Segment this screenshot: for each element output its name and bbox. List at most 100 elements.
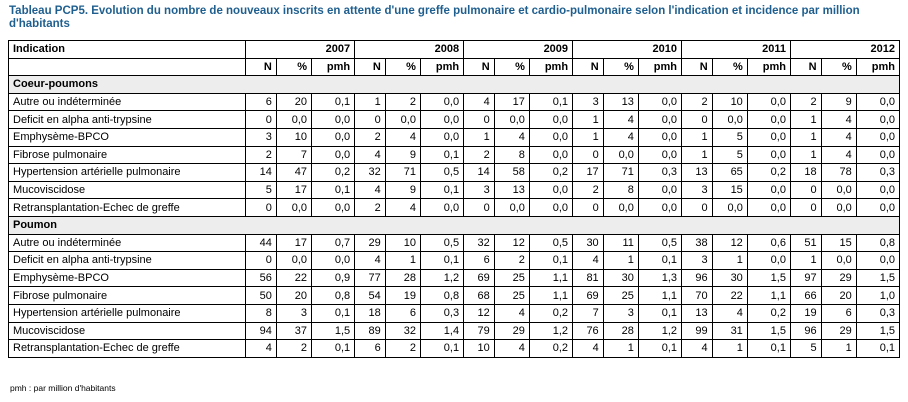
value-cell: 1,0 — [855, 286, 901, 305]
value-cell: 25 — [493, 268, 530, 288]
value-cell: 0,0 — [493, 110, 530, 129]
value-cell: 4 — [493, 127, 530, 147]
value-cell: 1,5 — [855, 321, 901, 341]
value-cell: 0 — [245, 198, 277, 217]
value-cell: 0,0 — [855, 251, 901, 270]
indication-label: Mucoviscidose — [7, 180, 247, 200]
value-cell: 0,0 — [746, 127, 791, 147]
table-title: Tableau PCP5. Evolution du nombre de nou… — [9, 5, 860, 30]
value-cell: 8 — [245, 303, 277, 323]
value-cell: 65 — [711, 163, 748, 182]
value-cell: 4 — [245, 339, 277, 358]
empty-header-cell — [7, 57, 247, 77]
value-cell: 30 — [711, 268, 748, 288]
value-cell: 0,0 — [275, 251, 313, 270]
value-cell: 0,0 — [419, 110, 465, 129]
value-cell: 70 — [681, 286, 713, 305]
value-cell: 1,2 — [637, 321, 683, 341]
value-cell: 4 — [354, 180, 386, 200]
year-header: 2008 — [354, 40, 465, 59]
value-cell: 29 — [354, 233, 386, 253]
indication-label: Fibrose pulmonaire — [7, 145, 247, 165]
value-cell: 4 — [384, 127, 421, 147]
value-cell: 0,8 — [855, 233, 901, 253]
value-cell: 0,0 — [310, 251, 356, 270]
table-row: Emphysème-BPCO 56 22 0,9 77 28 1,2 69 25 1,1 81 30 1… — [7, 268, 901, 288]
value-cell: 0,0 — [855, 180, 901, 200]
value-cell: 13 — [681, 303, 713, 323]
value-cell: 78 — [820, 163, 857, 182]
table-row: Fibrose pulmonaire 2 7 0,0 4 9 0,1 2 8 0,0 0 0,0 0,0… — [7, 145, 901, 165]
value-cell: 1,2 — [419, 268, 465, 288]
table-row: Deficit en alpha anti-trypsine 0 0,0 0,0 4 1 0… — [7, 251, 901, 270]
value-cell: 0,1 — [855, 339, 901, 358]
table-row: Deficit en alpha anti-trypsine 0 0,0 0,0 0 0,… — [7, 110, 901, 129]
value-cell: 9 — [820, 92, 857, 112]
value-cell: 0,0 — [746, 92, 791, 112]
subcolumn-header: pmh — [746, 57, 791, 77]
value-cell: 0,0 — [528, 180, 574, 200]
value-cell: 0,0 — [855, 110, 901, 129]
value-cell: 0,1 — [419, 180, 465, 200]
value-cell: 0,0 — [419, 92, 465, 112]
value-cell: 0,0 — [637, 180, 683, 200]
value-cell: 8 — [493, 145, 530, 165]
value-cell: 5 — [245, 180, 277, 200]
value-cell: 0,0 — [637, 92, 683, 112]
value-cell: 17 — [493, 92, 530, 112]
value-cell: 4 — [572, 251, 604, 270]
value-cell: 25 — [493, 286, 530, 305]
value-cell: 69 — [572, 286, 604, 305]
subcolumn-header: pmh — [637, 57, 683, 77]
table-row: Emphysème-BPCO 3 10 0,0 2 4 0,0 1 4 0,0 1 4 0,0 1 5 0,0… — [7, 127, 901, 147]
value-cell: 1 — [354, 92, 386, 112]
value-cell: 0,0 — [602, 145, 639, 165]
value-cell: 1,5 — [310, 321, 356, 341]
value-cell: 1 — [820, 339, 857, 358]
value-cell: 1,2 — [528, 321, 574, 341]
value-cell: 0 — [354, 110, 386, 129]
value-cell: 0,1 — [419, 339, 465, 358]
value-cell: 0,0 — [419, 198, 465, 217]
value-cell: 12 — [463, 303, 495, 323]
value-cell: 0,0 — [528, 145, 574, 165]
value-cell: 5 — [711, 127, 748, 147]
value-cell: 1,1 — [528, 268, 574, 288]
table-row: Fibrose pulmonaire 50 20 0,8 54 19 0,8 68 25 1,1 6… — [7, 286, 901, 305]
value-cell: 30 — [602, 268, 639, 288]
value-cell: 0,1 — [419, 251, 465, 270]
value-cell: 4 — [820, 127, 857, 147]
value-cell: 0,1 — [528, 251, 574, 270]
indication-label: Autre ou indéterminée — [7, 92, 247, 112]
value-cell: 6 — [463, 251, 495, 270]
value-cell: 0,0 — [637, 198, 683, 217]
value-cell: 3 — [572, 92, 604, 112]
year-header: 2007 — [245, 40, 356, 59]
subcolumn-header: N — [354, 57, 386, 77]
header-row-years: Indication 2007 2008 2009 2010 2011 2012 — [7, 40, 901, 59]
subcolumn-header: N — [463, 57, 495, 77]
subcolumn-header: pmh — [310, 57, 356, 77]
value-cell: 15 — [820, 233, 857, 253]
section-title: Poumon — [8, 215, 900, 235]
value-cell: 4 — [820, 110, 857, 129]
value-cell: 2 — [463, 145, 495, 165]
value-cell: 0 — [789, 180, 822, 200]
value-cell: 0,0 — [746, 145, 791, 165]
subcolumn-header: N — [572, 57, 604, 77]
value-cell: 1 — [789, 145, 822, 165]
value-cell: 0,1 — [310, 180, 356, 200]
value-cell: 97 — [789, 268, 822, 288]
value-cell: 0,1 — [637, 303, 683, 323]
value-cell: 14 — [245, 163, 277, 182]
indication-label: Retransplantation-Echec de greffe — [7, 198, 247, 217]
value-cell: 1 — [711, 339, 748, 358]
value-cell: 1,3 — [637, 268, 683, 288]
value-cell: 79 — [463, 321, 495, 341]
value-cell: 4 — [602, 127, 639, 147]
indication-label: Emphysème-BPCO — [7, 268, 247, 288]
table-row: Mucoviscidose 5 17 0,1 4 9 0,1 3 13 0,0 2 8 0,0 3 15 0,… — [7, 180, 901, 200]
value-cell: 4 — [820, 145, 857, 165]
value-cell: 1 — [602, 339, 639, 358]
value-cell: 0,5 — [637, 233, 683, 253]
